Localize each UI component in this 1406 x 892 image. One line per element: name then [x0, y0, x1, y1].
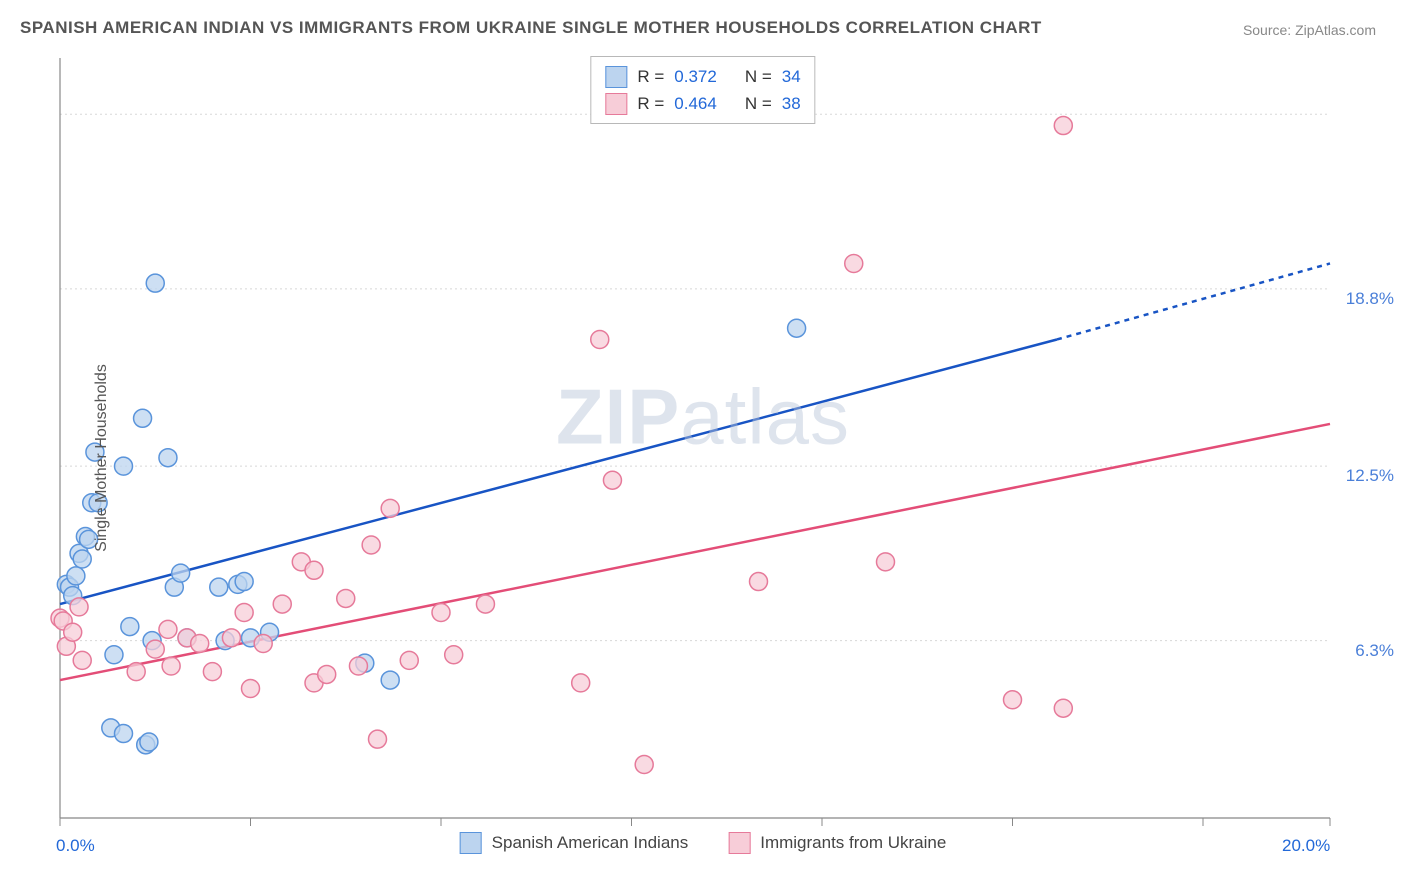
legend-swatch: [460, 832, 482, 854]
series-label: Immigrants from Ukraine: [760, 833, 946, 853]
chart-container: Single Mother Households ZIPatlas R =0.3…: [0, 48, 1406, 868]
legend-swatch: [605, 66, 627, 88]
r-label: R =: [637, 90, 664, 117]
chart-title: SPANISH AMERICAN INDIAN VS IMMIGRANTS FR…: [20, 18, 1042, 38]
n-label: N =: [745, 90, 772, 117]
scatter-plot: [0, 48, 1406, 868]
y-axis-label: Single Mother Households: [93, 364, 111, 552]
y-tick-label: 6.3%: [1355, 641, 1394, 661]
r-value: 0.372: [674, 63, 717, 90]
y-tick-label: 12.5%: [1346, 466, 1394, 486]
series-legend: Spanish American Indians Immigrants from …: [460, 832, 947, 854]
r-label: R =: [637, 63, 664, 90]
legend-swatch: [728, 832, 750, 854]
legend-row: R = 0.464 N = 38: [605, 90, 800, 117]
legend-row: R = 0.372 N = 34: [605, 63, 800, 90]
n-value: 34: [782, 63, 801, 90]
correlation-legend: R = 0.372 N = 34 R = 0.464 N = 38: [590, 56, 815, 124]
x-tick-label: 0.0%: [56, 836, 95, 856]
series-legend-item: Immigrants from Ukraine: [728, 832, 946, 854]
series-label: Spanish American Indians: [492, 833, 689, 853]
legend-swatch: [605, 93, 627, 115]
chart-source: Source: ZipAtlas.com: [1243, 22, 1376, 38]
series-legend-item: Spanish American Indians: [460, 832, 689, 854]
n-label: N =: [745, 63, 772, 90]
y-tick-label: 18.8%: [1346, 289, 1394, 309]
n-value: 38: [782, 90, 801, 117]
x-tick-label: 20.0%: [1282, 836, 1330, 856]
r-value: 0.464: [674, 90, 717, 117]
